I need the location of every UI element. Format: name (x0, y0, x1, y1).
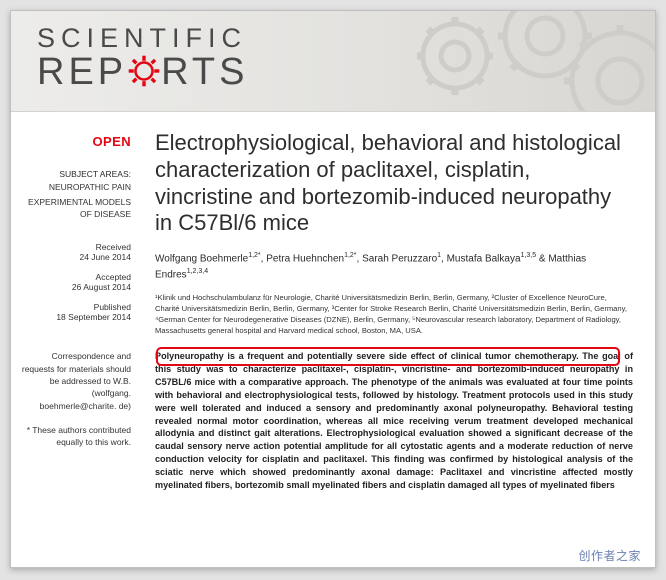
equal-contrib-note: * These authors contributed equally to t… (19, 424, 131, 449)
accepted-date: 26 August 2014 (19, 282, 131, 292)
affiliations: ¹Klinik und Hochschulambulanz für Neurol… (155, 292, 633, 336)
journal-logo: SCIENTIFIC REP (37, 25, 248, 95)
abstract-rest: The goal of this study was to characteri… (155, 351, 633, 490)
page: SCIENTIFIC REP (10, 10, 656, 568)
received-label: Received (19, 242, 131, 252)
article-title: Electrophysiological, behavioral and his… (155, 130, 633, 237)
published-label: Published (19, 302, 131, 312)
sidebar: OPEN SUBJECT AREAS: NEUROPATHIC PAIN EXP… (11, 112, 141, 568)
subject-area: EXPERIMENTAL MODELS OF DISEASE (19, 197, 131, 220)
gear-o-icon (127, 54, 161, 96)
abstract-text: Polyneuropathy is a frequent and potenti… (155, 350, 633, 492)
header-gears-icon (395, 11, 655, 111)
abstract-block: Polyneuropathy is a frequent and potenti… (155, 350, 633, 492)
source-watermark: 创作者之家 (578, 547, 641, 564)
subject-area: NEUROPATHIC PAIN (19, 182, 131, 193)
correspondence-note: Correspondence and requests for material… (19, 350, 131, 412)
journal-header: SCIENTIFIC REP (11, 11, 655, 112)
received-date: 24 June 2014 (19, 252, 131, 262)
subject-areas-label: SUBJECT AREAS: (19, 169, 131, 179)
accepted-label: Accepted (19, 272, 131, 282)
author-list: Wolfgang Boehmerle1,2*, Petra Huehnchen1… (155, 251, 633, 282)
open-access-badge: OPEN (19, 134, 131, 149)
article-main: Electrophysiological, behavioral and his… (141, 112, 655, 568)
body-columns: OPEN SUBJECT AREAS: NEUROPATHIC PAIN EXP… (11, 112, 655, 568)
journal-name-line2: REP (37, 53, 248, 96)
published-date: 18 September 2014 (19, 312, 131, 322)
journal-name-line1: SCIENTIFIC (37, 25, 248, 53)
abstract-highlight-sentence: Polyneuropathy is a frequent and potenti… (155, 351, 579, 361)
